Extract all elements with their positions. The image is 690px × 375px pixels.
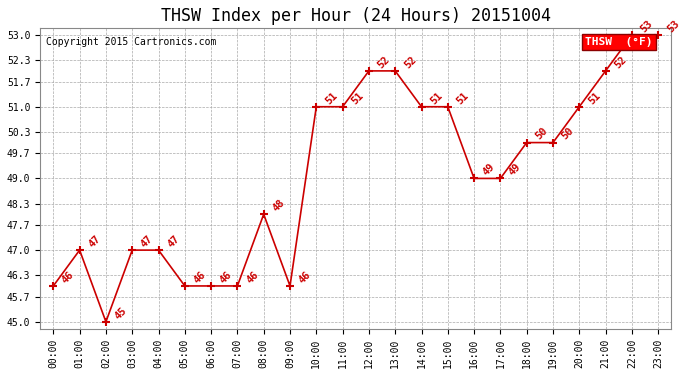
Text: 46: 46	[297, 269, 313, 285]
Text: 45: 45	[113, 305, 129, 321]
Text: 48: 48	[270, 198, 286, 213]
Text: 53: 53	[639, 18, 655, 34]
Text: 51: 51	[586, 90, 602, 106]
Title: THSW Index per Hour (24 Hours) 20151004: THSW Index per Hour (24 Hours) 20151004	[161, 7, 551, 25]
Text: 51: 51	[455, 90, 471, 106]
Text: 46: 46	[244, 269, 260, 285]
Text: 53: 53	[665, 18, 681, 34]
Text: 46: 46	[218, 269, 234, 285]
Text: 52: 52	[613, 54, 629, 70]
Text: 51: 51	[323, 90, 339, 106]
Text: 47: 47	[166, 233, 181, 249]
Text: 50: 50	[560, 126, 576, 142]
Text: 50: 50	[533, 126, 549, 142]
Text: 46: 46	[60, 269, 76, 285]
Text: 51: 51	[350, 90, 366, 106]
Text: 46: 46	[192, 269, 208, 285]
Text: Copyright 2015 Cartronics.com: Copyright 2015 Cartronics.com	[46, 37, 217, 47]
Text: 47: 47	[139, 233, 155, 249]
Text: 52: 52	[376, 54, 392, 70]
Text: 47: 47	[86, 233, 103, 249]
Text: 49: 49	[507, 162, 523, 178]
Text: 49: 49	[481, 162, 497, 178]
Text: THSW  (°F): THSW (°F)	[585, 37, 653, 47]
Text: 51: 51	[428, 90, 444, 106]
Text: 52: 52	[402, 54, 418, 70]
